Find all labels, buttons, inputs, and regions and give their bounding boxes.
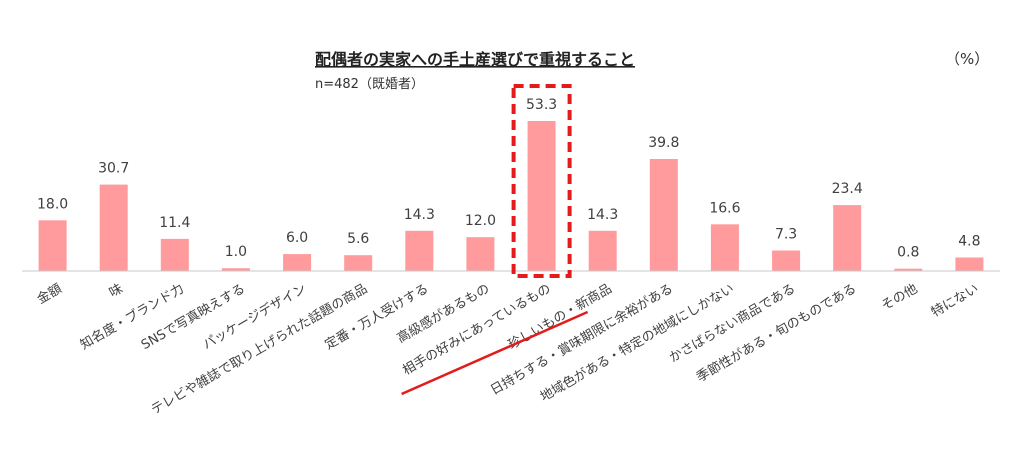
- value-label-0: 18.0: [37, 196, 68, 212]
- chart-title: 配偶者の実家への手土産選びで重視すること: [315, 50, 635, 69]
- bar-4: [283, 254, 312, 271]
- value-label-15: 4.8: [958, 234, 980, 250]
- highlight-underline: [401, 310, 589, 396]
- bars-group: [38, 121, 984, 271]
- bar-12: [772, 250, 801, 271]
- category-label-15: 特にない: [929, 281, 982, 320]
- highlight-box: [511, 84, 572, 278]
- category-label-5: テレビや雑誌で取り上げられた話題の商品: [148, 281, 370, 418]
- category-label-6: 定番・万人受けする: [322, 281, 431, 352]
- bar-0: [38, 220, 67, 271]
- category-label-4: パッケージデザイン: [200, 281, 309, 353]
- value-label-11: 16.6: [709, 200, 740, 216]
- bar-1: [99, 184, 128, 271]
- bar-11: [710, 224, 739, 271]
- bar-13: [833, 205, 862, 271]
- bar-2: [160, 238, 189, 271]
- chart-subtitle: n=482（既婚者）: [315, 77, 424, 92]
- value-label-1: 30.7: [98, 161, 129, 177]
- value-label-9: 14.3: [587, 207, 618, 223]
- value-labels-group: 18.0 30.7 11.4 1.0 6.0 5.6 14.3 12.0 53.3 14.3 39.…: [37, 97, 981, 261]
- category-labels-group: 金額 味知名度・ブランド力SNSで写真映えするパッケージデザインテレビや雑誌で取り…: [34, 281, 981, 418]
- bar-3: [221, 268, 250, 271]
- unit-label: （%）: [945, 50, 989, 68]
- value-label-2: 11.4: [159, 215, 190, 231]
- category-label-14: その他: [879, 281, 920, 313]
- value-label-4: 6.0: [286, 230, 308, 246]
- value-label-7: 12.0: [465, 213, 496, 229]
- value-label-6: 14.3: [404, 207, 435, 223]
- bar-5: [344, 255, 373, 271]
- category-label-2: 知名度・ブランド力: [77, 281, 186, 353]
- bar-8: [527, 121, 556, 271]
- bar-6: [405, 230, 434, 271]
- value-label-3: 1.0: [225, 244, 247, 260]
- bar-10: [649, 159, 678, 271]
- highlight-group: [401, 84, 589, 396]
- category-label-0: 金額: [34, 281, 65, 308]
- value-label-12: 7.3: [775, 227, 797, 243]
- value-label-8: 53.3: [526, 97, 557, 113]
- bar-9: [588, 230, 617, 271]
- bar-15: [955, 257, 984, 271]
- value-label-14: 0.8: [897, 245, 919, 261]
- value-label-10: 39.8: [648, 135, 679, 151]
- bar-14: [894, 268, 923, 271]
- value-label-13: 23.4: [832, 181, 863, 197]
- category-label-1: 味: [107, 281, 126, 300]
- bar-7: [466, 237, 495, 271]
- category-label-3: SNSで写真映えする: [139, 281, 248, 353]
- value-label-5: 5.6: [347, 231, 369, 247]
